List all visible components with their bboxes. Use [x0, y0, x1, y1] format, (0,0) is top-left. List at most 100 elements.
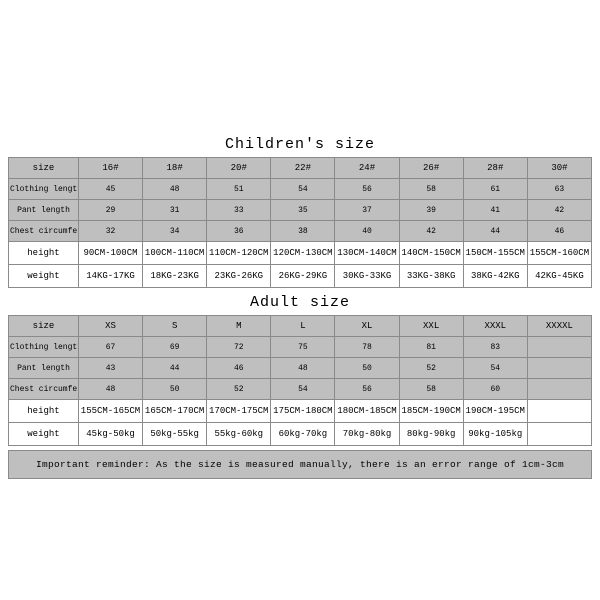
- cell: 67: [78, 337, 142, 358]
- cell: 56: [335, 379, 399, 400]
- children-table: size 16# 18# 20# 22# 24# 26# 28# 30# Clo…: [8, 157, 592, 288]
- cell: 14KG-17KG: [78, 265, 142, 288]
- cell: 54: [271, 379, 335, 400]
- cell: 31: [143, 200, 207, 221]
- cell: 81: [399, 337, 463, 358]
- cell: [527, 423, 591, 446]
- table-row: height 155CM-165CM 165CM-170CM 170CM-175…: [9, 400, 592, 423]
- table-row: weight 45kg-50kg 50kg-55kg 55kg-60kg 60k…: [9, 423, 592, 446]
- table-row: Chest circumference 1/2 48 50 52 54 56 5…: [9, 379, 592, 400]
- cell: 35: [271, 200, 335, 221]
- cell: 60kg-70kg: [271, 423, 335, 446]
- cell: 45: [78, 179, 142, 200]
- cell: 50: [143, 379, 207, 400]
- cell: 75: [271, 337, 335, 358]
- table-row: size 16# 18# 20# 22# 24# 26# 28# 30#: [9, 158, 592, 179]
- cell: 26KG-29KG: [271, 265, 335, 288]
- cell: 43: [78, 358, 142, 379]
- cell: 60: [463, 379, 527, 400]
- table-row: Chest circumference 1/2 32 34 36 38 40 4…: [9, 221, 592, 242]
- cell: 30KG-33KG: [335, 265, 399, 288]
- cell: 52: [399, 358, 463, 379]
- cell: 45kg-50kg: [78, 423, 142, 446]
- row-label: Pant length: [9, 358, 79, 379]
- cell: 110CM-120CM: [207, 242, 271, 265]
- children-title: Children's size: [8, 130, 592, 157]
- cell: 50kg-55kg: [143, 423, 207, 446]
- row-label: size: [9, 158, 79, 179]
- row-label: Clothing length: [9, 337, 79, 358]
- cell: [527, 400, 591, 423]
- cell: 70kg-80kg: [335, 423, 399, 446]
- adult-table: size XS S M L XL XXL XXXL XXXXL Clothing…: [8, 315, 592, 446]
- cell: 58: [399, 179, 463, 200]
- table-row: height 90CM-100CM 100CM-110CM 110CM-120C…: [9, 242, 592, 265]
- cell: [527, 379, 591, 400]
- cell: 24#: [335, 158, 399, 179]
- cell: 28#: [463, 158, 527, 179]
- cell: 90CM-100CM: [78, 242, 142, 265]
- cell: 100CM-110CM: [143, 242, 207, 265]
- cell: [527, 337, 591, 358]
- cell: 34: [143, 221, 207, 242]
- cell: 30#: [527, 158, 591, 179]
- cell: 33: [207, 200, 271, 221]
- cell: 46: [527, 221, 591, 242]
- cell: 69: [143, 337, 207, 358]
- cell: 150CM-155CM: [463, 242, 527, 265]
- row-label: Chest circumference 1/2: [9, 221, 79, 242]
- table-row: Clothing length 45 48 51 54 56 58 61 63: [9, 179, 592, 200]
- cell: 90kg-105kg: [463, 423, 527, 446]
- cell: 190CM-195CM: [463, 400, 527, 423]
- cell: 170CM-175CM: [207, 400, 271, 423]
- row-label: Pant length: [9, 200, 79, 221]
- table-row: size XS S M L XL XXL XXXL XXXXL: [9, 316, 592, 337]
- cell: [527, 358, 591, 379]
- cell: 46: [207, 358, 271, 379]
- cell: XXL: [399, 316, 463, 337]
- cell: XL: [335, 316, 399, 337]
- cell: XS: [78, 316, 142, 337]
- table-row: weight 14KG-17KG 18KG-23KG 23KG-26KG 26K…: [9, 265, 592, 288]
- cell: M: [207, 316, 271, 337]
- cell: 48: [143, 179, 207, 200]
- cell: 44: [143, 358, 207, 379]
- row-label: height: [9, 242, 79, 265]
- cell: 22#: [271, 158, 335, 179]
- cell: 61: [463, 179, 527, 200]
- cell: XXXXL: [527, 316, 591, 337]
- cell: 42: [527, 200, 591, 221]
- cell: 165CM-170CM: [143, 400, 207, 423]
- cell: L: [271, 316, 335, 337]
- cell: 83: [463, 337, 527, 358]
- cell: 36: [207, 221, 271, 242]
- cell: 155CM-160CM: [527, 242, 591, 265]
- cell: S: [143, 316, 207, 337]
- cell: 54: [463, 358, 527, 379]
- cell: 54: [271, 179, 335, 200]
- cell: 38: [271, 221, 335, 242]
- size-chart: Children's size size 16# 18# 20# 22# 24#…: [8, 130, 592, 479]
- cell: 140CM-150CM: [399, 242, 463, 265]
- cell: 42KG-45KG: [527, 265, 591, 288]
- cell: 51: [207, 179, 271, 200]
- cell: 40: [335, 221, 399, 242]
- row-label: Chest circumference 1/2: [9, 379, 79, 400]
- cell: 29: [78, 200, 142, 221]
- cell: 18#: [143, 158, 207, 179]
- cell: 52: [207, 379, 271, 400]
- cell: 120CM-130CM: [271, 242, 335, 265]
- cell: 26#: [399, 158, 463, 179]
- cell: 20#: [207, 158, 271, 179]
- cell: 55kg-60kg: [207, 423, 271, 446]
- row-label: size: [9, 316, 79, 337]
- row-label: weight: [9, 265, 79, 288]
- cell: 33KG-38KG: [399, 265, 463, 288]
- cell: 72: [207, 337, 271, 358]
- table-row: Clothing length 67 69 72 75 78 81 83: [9, 337, 592, 358]
- row-label: height: [9, 400, 79, 423]
- cell: 63: [527, 179, 591, 200]
- cell: 175CM-180CM: [271, 400, 335, 423]
- cell: 39: [399, 200, 463, 221]
- cell: 180CM-185CM: [335, 400, 399, 423]
